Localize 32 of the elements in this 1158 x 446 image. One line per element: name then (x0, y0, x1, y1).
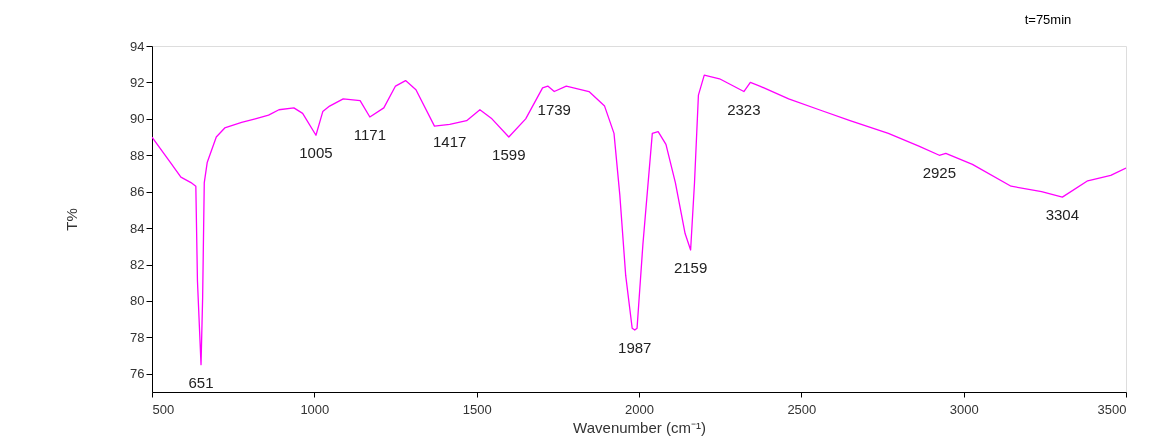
y-tick-label: 80 (130, 293, 145, 309)
y-tick-label: 76 (130, 366, 145, 382)
x-tick-label: 3500 (1097, 401, 1127, 417)
annotation: 2925 (922, 164, 956, 182)
annotation: 1005 (299, 144, 333, 162)
annotation: 2323 (727, 100, 761, 118)
annotation: 1599 (492, 146, 526, 164)
y-axis-title: T% (63, 208, 81, 231)
y-tick-label: 88 (130, 147, 145, 163)
x-tick-label: 3000 (949, 401, 979, 417)
annotation: 1739 (537, 100, 571, 118)
y-tick-label: 78 (130, 329, 145, 345)
y-tick-label: 90 (130, 111, 145, 127)
x-tick-label: 2000 (625, 401, 654, 417)
y-tick-label: 84 (130, 220, 145, 236)
y-tick-label: 82 (130, 257, 145, 273)
annotation: 1987 (618, 339, 652, 357)
x-tick-label: 1500 (462, 401, 492, 417)
annotation: 2159 (673, 258, 708, 276)
x-tick-label: 1000 (300, 401, 330, 417)
line-series (152, 74, 1126, 366)
annotation: 3304 (1045, 206, 1080, 224)
text: t=75min (1024, 12, 1072, 27)
x-tick-label: 2500 (787, 401, 817, 417)
y-tick-label: 92 (130, 74, 145, 90)
annotation: 1171 (353, 126, 386, 144)
x-tick-label: 500 (152, 401, 175, 417)
x-axis-title: Wavenumber (cm⁻¹) (573, 418, 706, 436)
y-tick-label: 94 (130, 38, 145, 54)
y-tick-label: 86 (130, 184, 145, 200)
annotation: 1417 (433, 133, 467, 151)
annotation: 651 (188, 373, 214, 391)
